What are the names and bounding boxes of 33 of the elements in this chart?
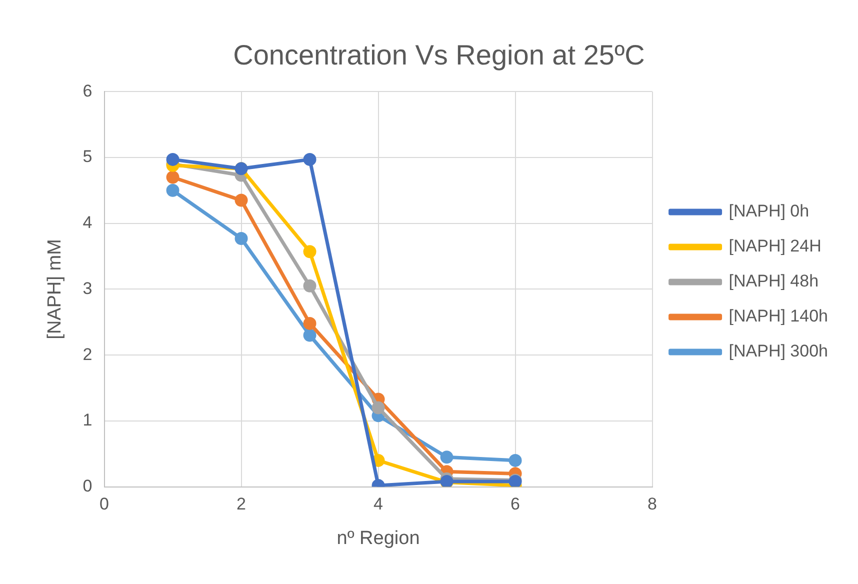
y-tick-label: 3	[82, 278, 92, 298]
legend-label: [NAPH] 140h	[728, 306, 828, 326]
x-tick-label: 6	[510, 494, 520, 514]
point	[303, 328, 316, 342]
point	[508, 454, 522, 467]
point	[440, 450, 454, 464]
point	[303, 152, 316, 166]
x-axis-title: nº Region	[336, 528, 420, 549]
point	[372, 401, 385, 414]
y-tick-label: 5	[82, 147, 92, 166]
point	[234, 194, 248, 207]
point	[234, 232, 248, 245]
y-tick-label: 2	[82, 344, 92, 364]
legend-label: [NAPH] 24H	[728, 236, 822, 256]
chart-title: Concentration Vs Region at 25ºC	[233, 40, 645, 71]
point	[166, 170, 180, 184]
point	[166, 152, 180, 166]
legend-label: [NAPH] 300h	[728, 342, 828, 361]
x-tick-label: 2	[236, 494, 246, 514]
y-axis-title: [NAPH] mM	[44, 239, 66, 340]
point	[303, 316, 316, 330]
legend-label: [NAPH] 48h	[728, 272, 819, 291]
x-tick-label: 8	[648, 494, 658, 514]
x-tick-label: 4	[374, 494, 383, 514]
point	[303, 279, 316, 292]
x-tick-label: 0	[100, 494, 109, 514]
y-tick-label: 4	[82, 213, 92, 232]
y-tick-label: 0	[82, 476, 92, 496]
y-tick-label: 6	[82, 81, 92, 100]
point	[166, 184, 180, 197]
point	[303, 245, 316, 258]
y-tick-label: 1	[82, 410, 92, 430]
legend-label: [NAPH] 0h	[728, 202, 810, 221]
